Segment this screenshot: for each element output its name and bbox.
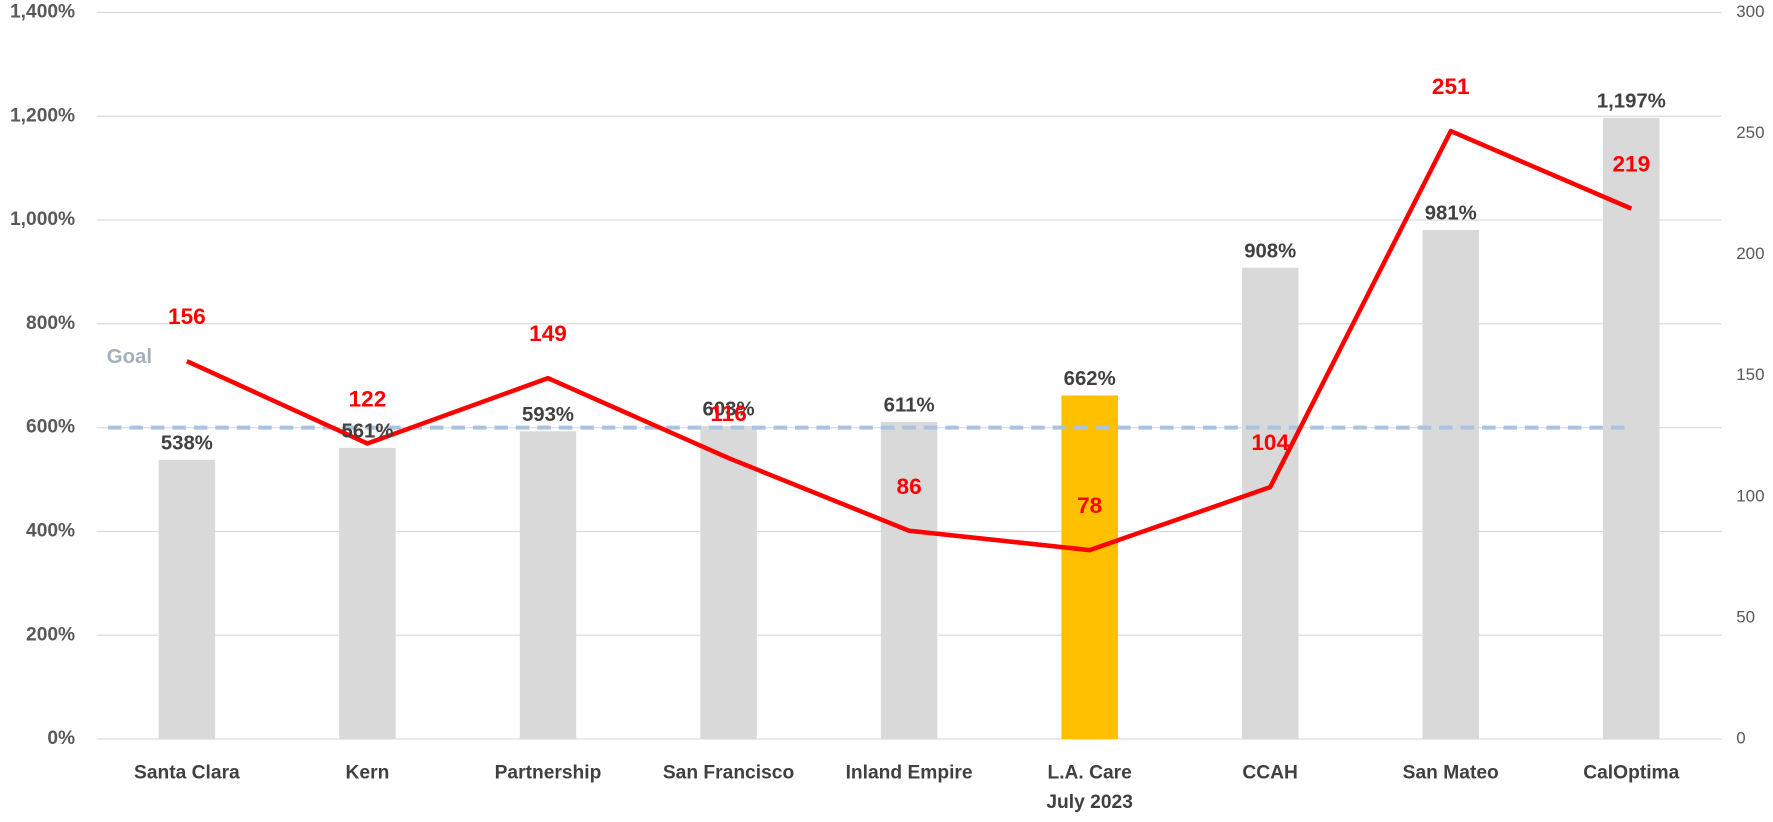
bar-value-label: 603% [703, 399, 755, 421]
bar [1061, 395, 1118, 740]
bar-value-label: 538% [161, 432, 213, 454]
y-tick-label: 400% [26, 521, 75, 542]
bar [519, 431, 577, 740]
x-label-box: San Mateo [1402, 761, 1499, 784]
x-label-box: CCAH [1242, 761, 1298, 784]
x-tick-label: L.A. Care July 2023 [1046, 761, 1133, 813]
x-label-box: San Francisco [662, 761, 795, 784]
x-tick-label: Santa Clara [134, 761, 240, 784]
y2-tick-label: 150 [1736, 365, 1764, 384]
x-tick-label: CalOptima [1583, 761, 1680, 784]
y2-tick-label: 50 [1736, 607, 1755, 626]
x-tick-label: CCAH [1242, 761, 1298, 784]
bar-value-label: 1,197% [1597, 90, 1666, 112]
y-tick-label: 0% [47, 728, 75, 749]
x-tick-label: San Mateo [1402, 761, 1499, 784]
line-value-label: 251 [1432, 74, 1470, 99]
bar-value-label: 561% [341, 420, 393, 442]
y2-tick-label: 100 [1736, 486, 1764, 505]
bar [1241, 267, 1299, 740]
line-value-label: 156 [168, 304, 206, 329]
line-value-label: 78 [1077, 493, 1102, 518]
goal-label: Goal [107, 346, 152, 368]
x-label-box: Santa Clara [134, 761, 240, 784]
bar [158, 459, 216, 740]
x-tick-label: Inland Empire [845, 761, 973, 784]
y2-tick-label: 300 [1736, 2, 1764, 21]
y-tick-label: 1,000% [10, 209, 75, 230]
x-label-box: Inland Empire [845, 761, 973, 784]
x-label-box: Kern [345, 761, 390, 784]
y-tick-label: 1,400% [10, 2, 75, 23]
line-value-label: 219 [1612, 152, 1650, 177]
line-series [185, 128, 1633, 553]
y-tick-label: 600% [26, 417, 75, 438]
line-value-label: 86 [897, 474, 922, 499]
bar-value-label: 662% [1064, 368, 1116, 390]
y-tick-label: 200% [26, 624, 75, 645]
line-value-label: 104 [1251, 430, 1289, 455]
bar [339, 447, 396, 740]
bar-value-label: 593% [522, 404, 574, 426]
bar-value-label: 611% [884, 394, 935, 416]
x-tick-label: Kern [345, 761, 390, 784]
line-value-label: 149 [529, 321, 567, 346]
y2-tick-label: 0 [1736, 729, 1745, 748]
line-value-label: 116 [710, 401, 746, 426]
y2-tick-label: 250 [1736, 123, 1764, 142]
bar-value-label: 908% [1244, 240, 1296, 262]
bar [700, 426, 757, 740]
bar [1422, 229, 1480, 740]
line-value-label: 122 [349, 387, 387, 412]
x-tick-label: Partnership [494, 761, 602, 784]
bar [880, 421, 938, 740]
y-tick-label: 1,200% [10, 105, 75, 126]
y-tick-label: 800% [26, 313, 75, 334]
x-label-box: CalOptima [1583, 761, 1680, 784]
x-label-box: L.A. Care July 2023 [1046, 761, 1133, 813]
x-tick-label: San Francisco [662, 761, 795, 784]
bar-value-label: 981% [1425, 202, 1477, 224]
y2-tick-label: 200 [1736, 244, 1764, 263]
x-label-box: Partnership [494, 761, 602, 784]
